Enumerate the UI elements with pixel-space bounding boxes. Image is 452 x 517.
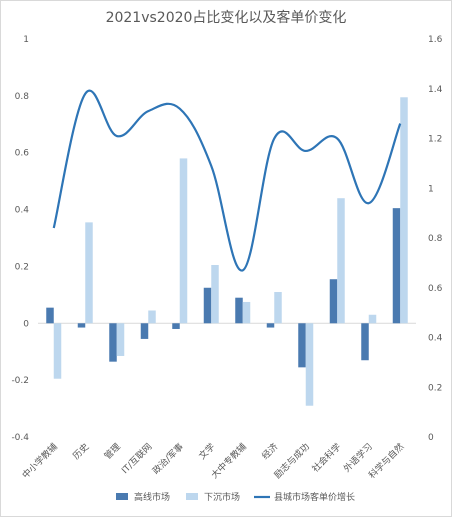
y-left-tick-label: 1: [23, 35, 29, 45]
y-right-tick-label: 0.6: [428, 284, 443, 294]
bar-low-tier: [368, 314, 377, 324]
y-right-tick-label: 0: [428, 433, 434, 443]
x-category-label: 政治/军事: [150, 441, 186, 477]
bar-low-tier: [179, 158, 188, 324]
bar-low-tier: [400, 97, 408, 324]
x-category-label: IT/互联网: [120, 441, 155, 476]
bar-high-tier: [140, 323, 149, 339]
y-left-tick-label: 0.8: [15, 92, 30, 102]
bar-high-tier: [298, 323, 306, 368]
legend-swatch: [186, 493, 198, 500]
legend-label: 下沉市场: [204, 491, 240, 503]
bar-low-tier: [305, 323, 314, 406]
bar-low-tier: [274, 292, 282, 324]
bar-high-tier: [203, 287, 212, 324]
x-category-label: 社会科学: [309, 441, 343, 475]
x-category-label: 外语学习: [341, 441, 375, 475]
chart-title: 2021vs2020占比变化以及客单价变化: [106, 9, 347, 26]
legend-swatch: [116, 493, 128, 500]
bar-high-tier: [77, 323, 86, 328]
y-right-tick-label: 1: [428, 184, 434, 194]
y-right-tick-label: 1.6: [428, 35, 443, 45]
bar-low-tier: [211, 265, 219, 324]
legend-label: 县城市场客单价增长: [274, 491, 355, 503]
bar-low-tier: [53, 323, 62, 379]
bar-high-tier: [172, 323, 180, 329]
x-category-label: 中小学教辅: [20, 441, 60, 481]
y-left-tick-label: 0.2: [15, 262, 29, 272]
bar-high-tier: [46, 307, 54, 324]
bar-high-tier: [235, 297, 243, 324]
bar-high-tier: [392, 208, 401, 324]
y-right-tick-label: 0.2: [428, 383, 442, 393]
legend: 高线市场 下沉市场 县城市场客单价增长: [116, 491, 355, 503]
x-category-label: 经济: [259, 441, 280, 462]
bar-high-tier: [266, 323, 275, 328]
bar-low-tier: [148, 310, 156, 324]
bar-low-tier: [337, 198, 345, 324]
y-left-tick-label: -0.2: [11, 376, 29, 386]
bar-high-tier: [329, 279, 338, 324]
bar-high-tier: [109, 323, 117, 362]
plot-area: -0.4 -0.2 0 0.2 0.4 0.6 0.8 1 0 0.2 0.4 0.6 0.8 1 1.2 1…: [11, 35, 442, 481]
bar-low-tier: [85, 222, 93, 324]
x-category-label: 管理: [102, 441, 123, 462]
bar-high-tier: [361, 323, 369, 361]
y-left-tick-label: 0.4: [15, 206, 30, 216]
bar-low-tier: [116, 323, 125, 356]
y-right-tick-label: 0.4: [428, 334, 443, 344]
legend-label: 高线市场: [134, 491, 170, 503]
line-county-price-growth: [52, 89, 402, 272]
y-left-tick-label: 0.6: [15, 149, 30, 159]
x-category-label: 文学: [196, 441, 217, 462]
y-right-tick-label: 1.4: [428, 85, 443, 95]
bar-low-tier: [242, 301, 251, 324]
y-left-tick-label: -0.4: [11, 433, 29, 443]
x-category-label: 历史: [70, 441, 91, 462]
y-right-tick-label: 1.2: [428, 135, 442, 145]
y-right-tick-label: 0.8: [428, 234, 443, 244]
y-left-tick-label: 0: [23, 319, 29, 329]
